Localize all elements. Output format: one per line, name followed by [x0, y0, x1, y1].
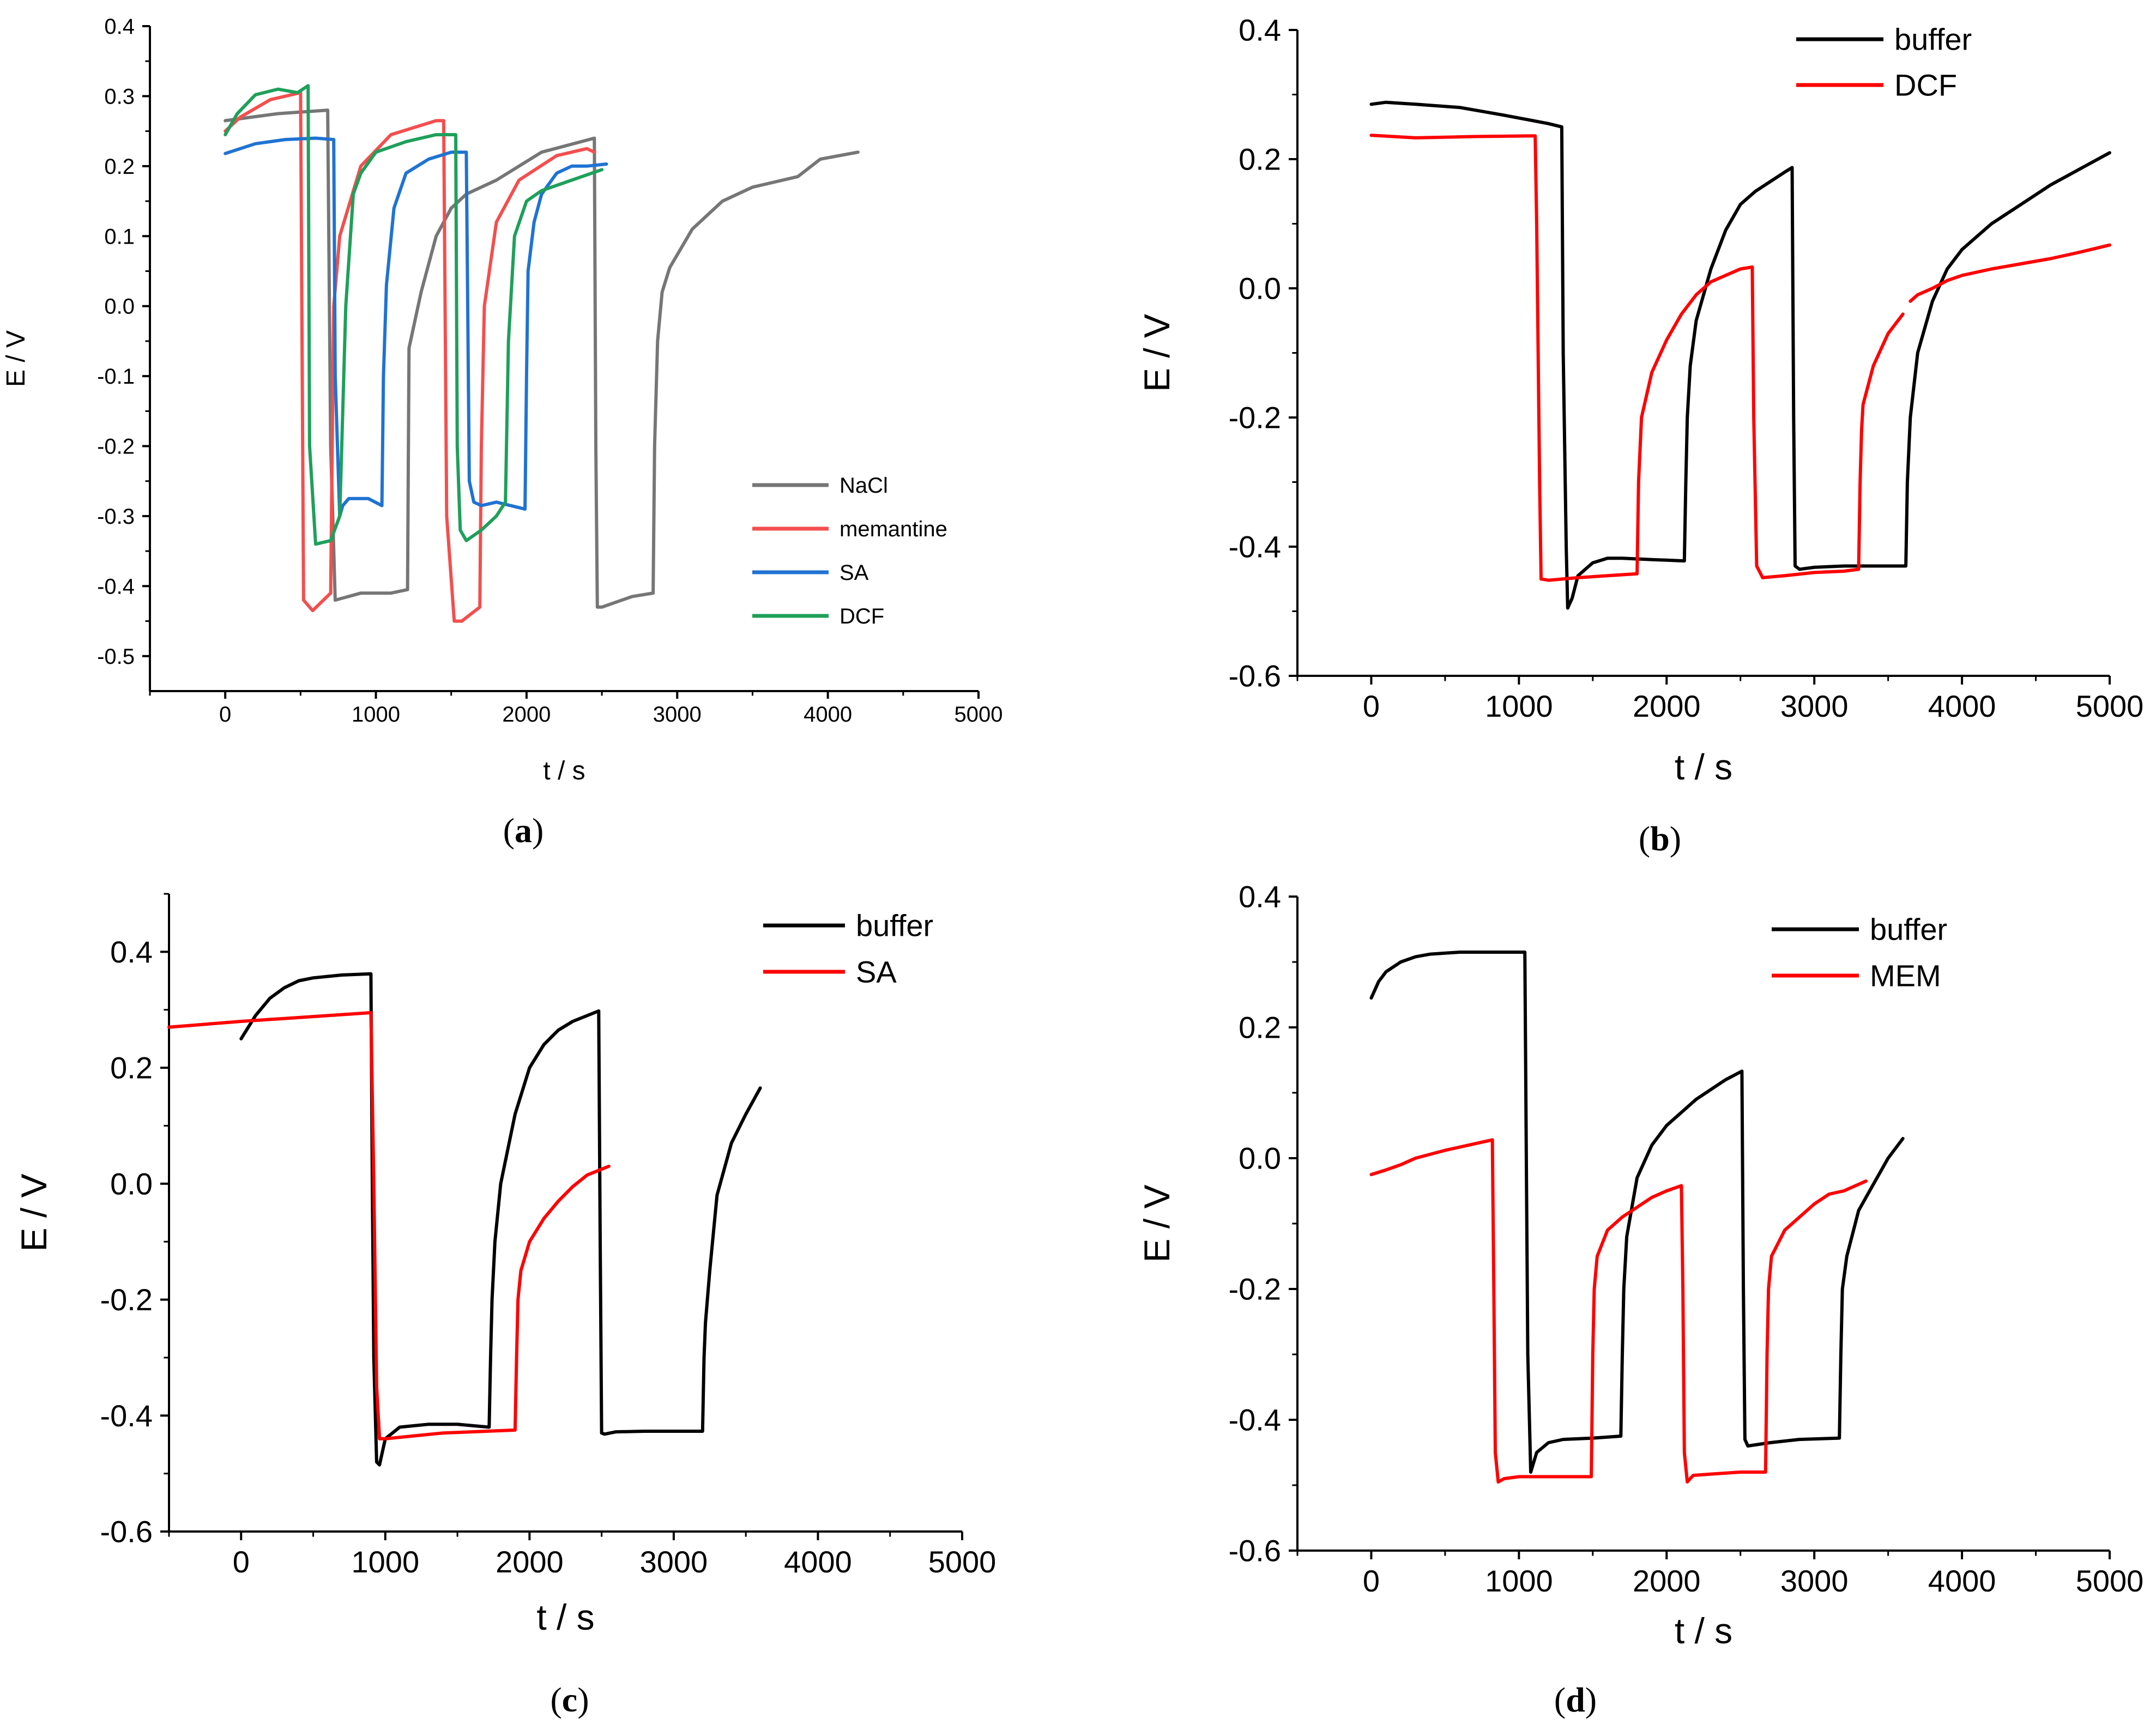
y-tick-label: -0.2	[1229, 1272, 1282, 1306]
x-tick-label: 4000	[784, 1545, 852, 1579]
y-tick-label: 0.2	[104, 155, 135, 179]
y-tick-label: 0.4	[110, 935, 153, 969]
series-line-sa	[167, 1011, 611, 1441]
y-tick-label: -0.4	[100, 1399, 153, 1433]
y-tick-label: -0.4	[1229, 530, 1282, 564]
y-tick-label: 0.4	[104, 15, 135, 39]
y-tick-label: -0.6	[1229, 659, 1282, 693]
panel-caption-letter: c	[562, 1680, 577, 1719]
series-line-dcf-continued-	[1909, 243, 2111, 303]
legend-label: buffer	[1870, 912, 1947, 947]
x-tick-label: 2000	[502, 703, 551, 727]
x-tick-label: 1000	[1485, 1564, 1553, 1598]
chart-panel-c: 0 1000 2000 3000 4000 5000 -0.6 -0.4 -0.2 0.0 0.2 0…	[14, 893, 997, 1719]
y-tick-label: -0.6	[100, 1515, 153, 1549]
y-tick-label: -0.5	[97, 645, 135, 669]
x-tick-label: 3000	[1780, 689, 1849, 723]
x-tick-label: 4000	[1928, 1564, 1996, 1598]
y-tick-label: 0.4	[1239, 880, 1281, 914]
x-tick-label: 0	[219, 703, 231, 727]
y-tick-label: 0.0	[104, 295, 135, 319]
legend-label: buffer	[1894, 22, 1972, 57]
y-tick-label: -0.4	[1229, 1403, 1282, 1437]
legend-label: NaCl	[840, 474, 888, 498]
legend-label: memantine	[840, 517, 947, 541]
y-tick-label: -0.2	[1229, 401, 1282, 435]
y-tick-label: 0.1	[104, 225, 135, 249]
x-tick-label: 1000	[352, 703, 400, 727]
y-tick-label: -0.2	[97, 435, 135, 459]
x-tick-label: 4000	[1928, 689, 1996, 723]
x-tick-label: 1000	[352, 1545, 420, 1579]
series-line-dcf	[1369, 134, 1905, 582]
panel-caption: (a)	[503, 811, 544, 850]
x-tick-label: 2000	[1633, 689, 1701, 723]
panel-caption: (d)	[1554, 1680, 1597, 1719]
series-line-memantine	[224, 91, 596, 623]
legend-label: MEM	[1870, 959, 1941, 993]
x-tick-label: 2000	[496, 1545, 564, 1579]
series-line-buffer	[1369, 951, 1905, 1474]
x-axis-label: t / s	[1675, 747, 1732, 787]
y-tick-label: 0.4	[1239, 13, 1281, 47]
panel-caption: (b)	[1639, 819, 1681, 858]
x-tick-label: 2000	[1633, 1564, 1701, 1598]
y-tick-label: 0.2	[1239, 1010, 1281, 1045]
y-tick-label: -0.1	[97, 365, 135, 389]
y-axis-label: E / V	[14, 1173, 54, 1251]
y-tick-label: 0.0	[110, 1166, 153, 1201]
series-line-nacl	[224, 108, 860, 609]
panel-caption-letter: a	[515, 811, 532, 850]
x-tick-label: 5000	[2076, 689, 2144, 723]
y-tick-label: 0.3	[104, 84, 135, 108]
x-tick-label: 5000	[955, 703, 1003, 727]
x-tick-label: 0	[1363, 689, 1380, 723]
x-tick-label: 1000	[1485, 689, 1553, 723]
x-tick-label: 3000	[1780, 1564, 1849, 1598]
x-axis-label: t / s	[536, 1597, 594, 1637]
y-tick-label: 0.2	[110, 1051, 153, 1085]
y-tick-label: -0.6	[1229, 1534, 1282, 1568]
y-axis-label: E / V	[1137, 1184, 1177, 1262]
panel-caption: (c)	[550, 1680, 589, 1719]
series-line-dcf	[224, 84, 604, 546]
x-axis-label: t / s	[543, 756, 585, 785]
y-axis-label: E / V	[1137, 314, 1177, 392]
legend-label: SA	[856, 955, 897, 989]
chart-panel-a: 0 1000 2000 3000 4000 5000 -0.5 -0.4 -0.3 -0.2 -0.…	[2, 15, 1002, 850]
series-line-sa	[224, 136, 608, 518]
series-line-mem	[1369, 1138, 1868, 1484]
y-tick-label: -0.4	[97, 574, 135, 598]
x-tick-label: 3000	[640, 1545, 708, 1579]
chart-panel-d: 0 1000 2000 3000 4000 5000 -0.6 -0.4 -0.2 0.0 0.2 0…	[1137, 880, 2143, 1719]
x-tick-label: 0	[233, 1545, 250, 1579]
series-line-buffer	[239, 972, 762, 1467]
series-line-buffer	[1369, 100, 2111, 610]
x-axis-label: t / s	[1675, 1611, 1732, 1651]
y-tick-label: -0.3	[97, 505, 135, 529]
y-tick-label: 0.2	[1239, 142, 1281, 177]
x-tick-label: 5000	[928, 1545, 997, 1579]
panel-caption-letter: d	[1566, 1680, 1585, 1719]
y-tick-label: 0.0	[1239, 271, 1281, 306]
legend-label: buffer	[856, 909, 933, 943]
legend-label: DCF	[840, 604, 884, 628]
x-tick-label: 3000	[653, 703, 702, 727]
chart-panel-b: 0 1000 2000 3000 4000 5000 -0.6 -0.4 -0.2 0.0 0.2 0…	[1137, 13, 2143, 858]
x-tick-label: 5000	[2076, 1564, 2144, 1598]
legend-label: DCF	[1894, 68, 1957, 102]
x-tick-label: 0	[1363, 1564, 1380, 1598]
x-tick-label: 4000	[804, 703, 852, 727]
y-tick-label: -0.2	[100, 1282, 153, 1317]
legend-label: SA	[840, 561, 869, 585]
y-axis-label: E / V	[2, 330, 31, 387]
panel-caption-letter: b	[1650, 819, 1670, 858]
y-tick-label: 0.0	[1239, 1141, 1281, 1176]
